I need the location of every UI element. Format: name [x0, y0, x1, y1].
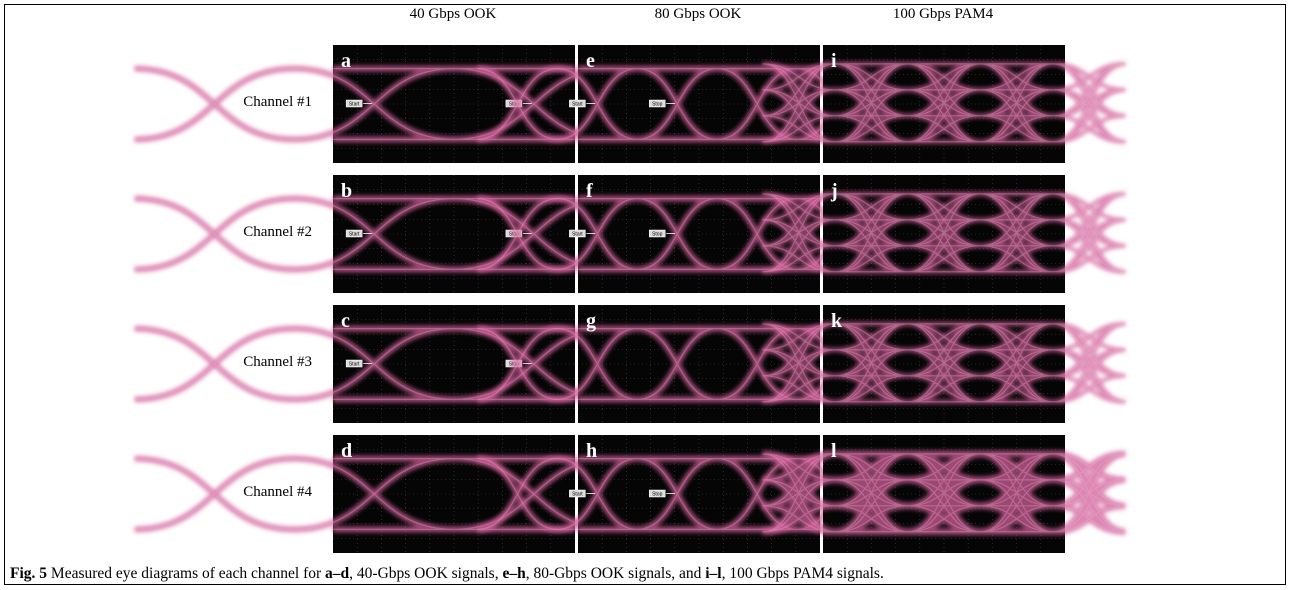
panel-letter: d — [341, 440, 352, 462]
panel-letter: a — [341, 50, 351, 72]
figure-label: Fig. 5 — [10, 565, 47, 582]
panel-letter: b — [341, 180, 352, 202]
caption-range: i–l — [705, 565, 721, 582]
panel-letter: e — [586, 50, 595, 72]
panel-letter: c — [341, 310, 350, 332]
caption-text: , 40-Gbps OOK signals, — [349, 565, 502, 582]
panel-letter: f — [586, 180, 593, 202]
marker-label: Start — [349, 232, 360, 238]
caption-range: a–d — [325, 565, 349, 582]
figure-caption: Fig. 5 Measured eye diagrams of each cha… — [10, 565, 884, 583]
panel-letter: i — [831, 50, 837, 72]
panel-letter: l — [831, 440, 837, 462]
marker-label: Stop — [652, 232, 663, 238]
panel-letter: h — [586, 440, 597, 462]
marker-label: Start — [572, 102, 583, 108]
marker-label: Start — [349, 102, 360, 108]
panel-letter: j — [830, 180, 838, 202]
marker-label: Stop — [652, 102, 663, 108]
caption-text: Measured eye diagrams of each channel fo… — [47, 565, 325, 582]
panel-letter: k — [831, 310, 843, 332]
caption-text: , 80-Gbps OOK signals, and — [526, 565, 706, 582]
marker-label: Start — [572, 232, 583, 238]
marker-label: Start — [349, 362, 360, 368]
marker-label: Start — [572, 492, 583, 498]
caption-text: , 100 Gbps PAM4 signals. — [722, 565, 884, 582]
marker-label: Stop — [652, 492, 663, 498]
caption-range: e–h — [502, 565, 525, 582]
panel-letter: g — [586, 310, 596, 332]
